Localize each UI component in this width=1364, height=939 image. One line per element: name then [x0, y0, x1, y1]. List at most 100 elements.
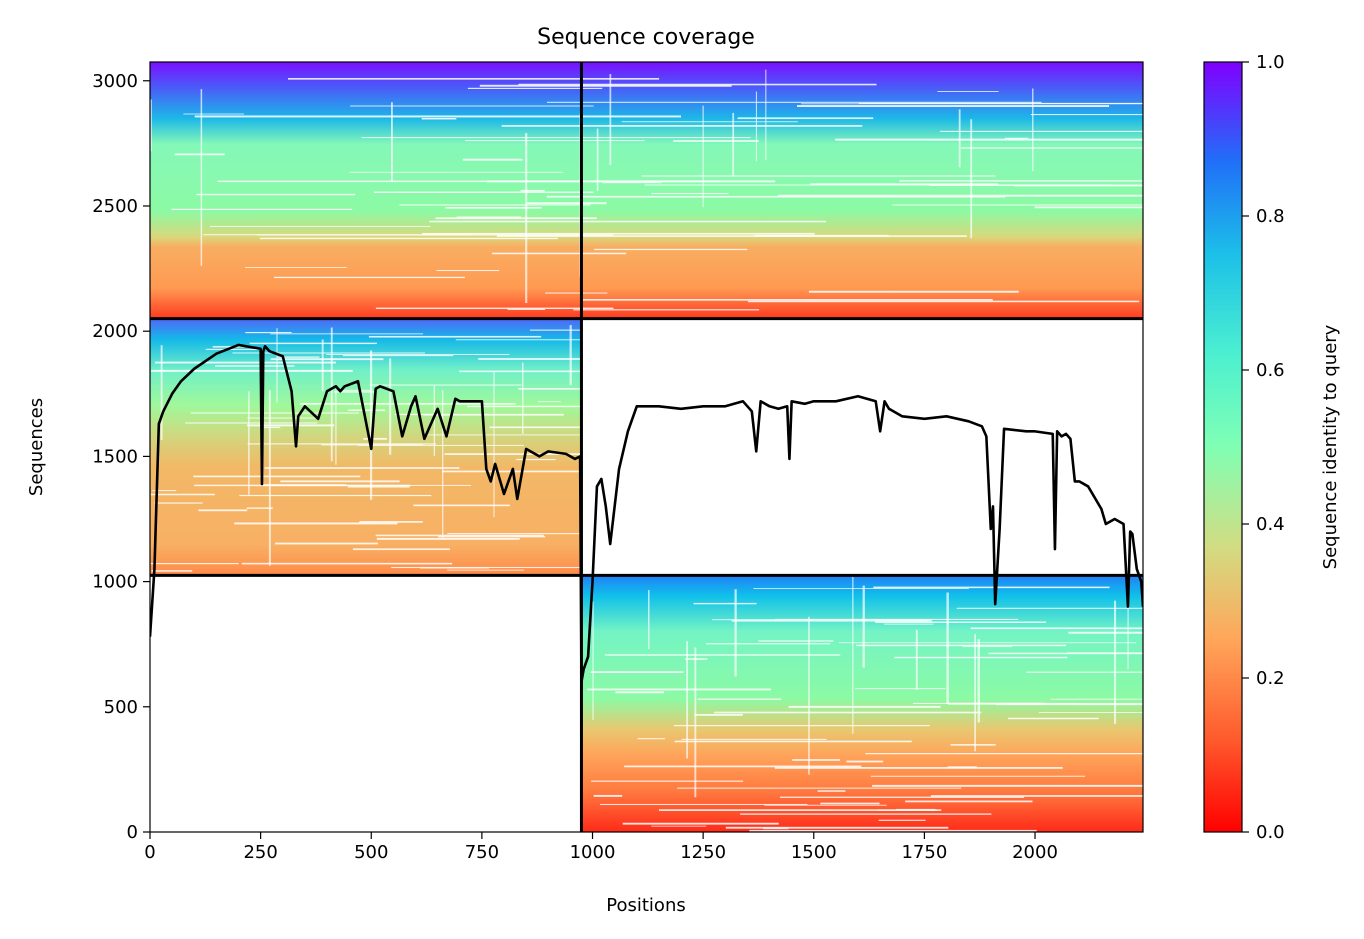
- gap-stripe: [748, 300, 1140, 303]
- gap-stripe: [257, 234, 614, 236]
- gap-stripe: [658, 809, 942, 811]
- gap-stripe: [277, 356, 320, 358]
- gap-stripe: [594, 248, 748, 251]
- gap-stripe: [905, 800, 1033, 803]
- gap-stripe: [193, 475, 361, 478]
- gap-stripe: [217, 180, 721, 183]
- gap-stripe: [970, 627, 1143, 630]
- gap-stripe: [775, 618, 1019, 621]
- y-axis-label: Sequences: [26, 398, 47, 496]
- gap-stripe: [651, 825, 707, 827]
- gap-column: [609, 74, 612, 166]
- y-tick-label: 500: [104, 697, 138, 718]
- y-tick-label: 1000: [92, 572, 138, 593]
- gap-stripe: [194, 115, 682, 118]
- gap-stripe: [171, 208, 353, 211]
- gap-stripe: [674, 740, 912, 743]
- gap-column: [852, 576, 854, 734]
- gap-stripe: [758, 640, 834, 642]
- gap-stripe: [961, 147, 1143, 149]
- msa-block-chain-1-unpaired: [150, 318, 582, 576]
- block-boundary-lines: [150, 62, 1143, 832]
- gap-stripe: [183, 113, 245, 115]
- gap-column: [915, 629, 918, 690]
- gap-stripe: [1050, 698, 1143, 700]
- gap-stripe: [681, 738, 827, 740]
- x-tick-label: 0: [144, 842, 155, 863]
- gap-column: [592, 601, 594, 720]
- x-axis-ticks: 0 250 500 750 1000 1250 1500 1750 2000: [144, 832, 1058, 863]
- gap-stripe: [447, 569, 525, 571]
- colorbar-tick-label: 0.2: [1256, 668, 1285, 689]
- x-tick-label: 2000: [1012, 842, 1058, 863]
- gap-stripe: [875, 621, 1047, 623]
- gap-stripe: [205, 348, 258, 351]
- x-tick-label: 250: [243, 842, 277, 863]
- gap-column: [160, 345, 163, 441]
- x-tick-label: 1750: [901, 842, 947, 863]
- gap-stripe: [247, 443, 437, 445]
- gap-stripe: [373, 191, 594, 193]
- gap-stripe: [956, 607, 1143, 609]
- gap-stripe: [817, 790, 846, 792]
- gap-column: [268, 390, 271, 566]
- gap-stripe: [526, 202, 607, 205]
- gap-column: [335, 389, 337, 465]
- y-tick-label: 2000: [92, 321, 138, 342]
- gap-stripe: [501, 125, 863, 127]
- gap-column: [525, 133, 528, 304]
- gap-column: [248, 391, 250, 495]
- gap-stripe: [995, 703, 1143, 706]
- gap-column: [958, 109, 961, 168]
- gap-stripe: [737, 117, 874, 120]
- gap-column: [732, 112, 735, 177]
- gap-stripe: [150, 493, 215, 496]
- gap-stripe: [988, 652, 1143, 655]
- gap-stripe: [892, 204, 1143, 206]
- gap-stripe: [232, 352, 425, 354]
- gap-stripe: [1026, 671, 1143, 673]
- gap-stripe: [764, 804, 887, 806]
- gap-column: [330, 327, 333, 462]
- gap-stripe: [856, 644, 1067, 647]
- gap-stripe: [637, 738, 665, 740]
- colorbar-gradient: [1204, 62, 1242, 832]
- y-tick-label: 3000: [92, 71, 138, 92]
- gap-stripe: [930, 795, 1143, 797]
- gap-stripe: [714, 711, 982, 714]
- gap-stripe: [462, 158, 523, 161]
- gap-stripe: [835, 138, 1143, 141]
- gap-column: [390, 102, 393, 182]
- gap-stripe: [459, 370, 582, 373]
- gap-stripe: [422, 434, 582, 436]
- gap-stripe: [326, 354, 510, 356]
- x-tick-label: 750: [465, 842, 499, 863]
- plot-frame: [149, 61, 1144, 833]
- gap-stripe: [740, 813, 992, 815]
- gap-stripe: [940, 130, 1143, 132]
- gap-stripe: [210, 225, 431, 227]
- gap-stripe: [774, 766, 1063, 769]
- gap-stripe: [241, 562, 453, 565]
- gap-stripe: [196, 193, 356, 196]
- gap-column: [702, 105, 704, 208]
- gap-column: [150, 99, 152, 152]
- gap-column: [977, 639, 981, 723]
- gap-column: [946, 592, 949, 704]
- gap-stripe: [590, 671, 684, 674]
- gap-stripe: [810, 183, 999, 186]
- msa-gap-stripes: [150, 69, 1143, 832]
- gap-stripe: [357, 444, 524, 446]
- gap-stripe: [438, 535, 546, 538]
- gap-column: [970, 119, 973, 239]
- gap-stripe: [394, 413, 435, 416]
- gap-stripe: [705, 643, 831, 645]
- gap-stripe: [808, 290, 1019, 293]
- gap-stripe: [644, 184, 1112, 186]
- gap-stripe: [478, 358, 582, 360]
- colorbar-tick-label: 0.8: [1256, 206, 1285, 227]
- gap-stripe: [697, 698, 782, 700]
- gap-stripe: [621, 121, 798, 123]
- gap-stripe: [520, 189, 545, 192]
- gap-stripe: [151, 570, 193, 572]
